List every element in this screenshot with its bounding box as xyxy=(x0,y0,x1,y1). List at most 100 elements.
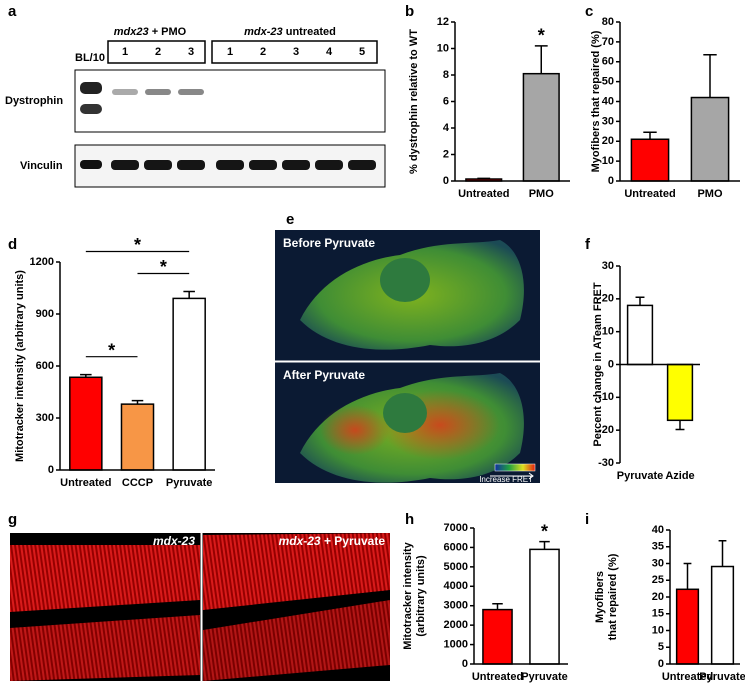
lane-label: 1 xyxy=(227,46,233,58)
bar xyxy=(690,96,730,182)
y-tick-label: 80 xyxy=(602,16,614,28)
y-tick-label: 0 xyxy=(48,464,54,476)
y-tick-label: 10 xyxy=(602,326,614,338)
y-tick-label: 20 xyxy=(652,591,664,603)
y-tick-label: 4 xyxy=(443,122,450,134)
ladder-label: BL/10 xyxy=(75,52,105,64)
band xyxy=(315,160,343,170)
panel-label: d xyxy=(8,236,17,253)
band xyxy=(80,82,102,94)
image-label: Before Pyruvate xyxy=(283,236,375,250)
significance: * xyxy=(541,521,548,541)
scale-label: Increase FRET xyxy=(479,475,533,484)
group-label: mdx23 + PMO xyxy=(114,26,187,38)
y-tick-label: 600 xyxy=(36,360,54,372)
image-label: mdx-23 xyxy=(153,534,195,548)
significance: * xyxy=(108,340,115,360)
y-tick-label: 1000 xyxy=(444,638,468,650)
x-tick-label: Pyruvate xyxy=(521,671,567,683)
fret-images: Before Pyruvate After Pyruvate Increase … xyxy=(275,230,540,484)
band xyxy=(282,160,310,170)
y-axis-label: (arbitrary units) xyxy=(415,555,427,637)
blot-membrane xyxy=(74,69,386,133)
y-tick-label: 3000 xyxy=(444,600,468,612)
x-tick-label: CCCP xyxy=(122,477,153,489)
lane-label: 4 xyxy=(326,46,333,58)
group-label: mdx-23 untreated xyxy=(244,26,336,38)
panel-label: f xyxy=(585,236,591,253)
y-tick-label: 900 xyxy=(36,308,54,320)
error-bar xyxy=(683,562,692,590)
y-tick-label: 8 xyxy=(443,69,449,81)
x-tick-label: PMO xyxy=(529,188,555,200)
band xyxy=(144,160,172,170)
y-tick-label: 40 xyxy=(602,95,614,107)
myofiber xyxy=(203,533,390,610)
band xyxy=(178,89,204,95)
band xyxy=(80,160,102,169)
nucleus xyxy=(380,258,430,302)
error-bar xyxy=(534,45,548,74)
lane-label: 3 xyxy=(188,46,194,58)
y-axis-label: Mitotracker intensity xyxy=(402,541,414,649)
y-axis-label: Myofibers that repaired (%) xyxy=(590,30,602,172)
y-tick-label: 12 xyxy=(437,16,449,28)
bar xyxy=(710,565,735,665)
y-tick-label: 0 xyxy=(608,358,614,370)
y-tick-label: 25 xyxy=(652,574,664,586)
myofiber xyxy=(10,615,200,681)
band xyxy=(80,104,102,114)
y-tick-label: -20 xyxy=(598,424,614,436)
group-box xyxy=(107,40,206,64)
y-tick-label: 10 xyxy=(652,624,664,636)
y-tick-label: 5000 xyxy=(444,561,468,573)
image-label: mdx-23 + Pyruvate xyxy=(279,534,386,548)
arrow xyxy=(490,472,534,480)
band xyxy=(112,89,138,95)
color-scale xyxy=(494,463,536,472)
bar xyxy=(675,588,700,665)
y-tick-label: 35 xyxy=(652,541,664,553)
y-tick-label: -30 xyxy=(598,457,614,469)
y-tick-label: -10 xyxy=(598,391,614,403)
y-axis-label: Mitotracker intensity (arbitrary units) xyxy=(14,270,26,462)
bar xyxy=(522,72,560,182)
y-tick-label: 60 xyxy=(602,56,614,68)
band xyxy=(348,160,376,170)
panel-label: e xyxy=(286,211,294,228)
band xyxy=(177,160,205,170)
y-tick-label: 6000 xyxy=(444,541,468,553)
x-tick-label: PMO xyxy=(697,188,723,200)
western-blot: mdx23 + PMO mdx-23 untreated BL/10 Dystr… xyxy=(5,26,386,188)
error-bar xyxy=(643,131,657,140)
y-tick-label: 300 xyxy=(36,412,54,424)
bar xyxy=(172,297,206,471)
lane-label: 2 xyxy=(155,46,161,58)
panel-label: h xyxy=(405,511,414,528)
bar xyxy=(630,138,670,182)
band xyxy=(145,89,171,95)
x-tick-label: Pyruvate xyxy=(166,477,212,489)
x-tick-label: Untreated xyxy=(662,671,713,683)
myofiber xyxy=(10,545,200,612)
x-tick-label: Untreated xyxy=(624,188,675,200)
y-tick-label: 2 xyxy=(443,148,449,160)
significance: * xyxy=(538,26,545,46)
y-tick-label: 50 xyxy=(602,76,614,88)
y-tick-label: 0 xyxy=(658,658,664,670)
error-bar xyxy=(635,296,645,306)
significance: * xyxy=(160,257,167,277)
error-bar xyxy=(703,54,717,98)
bar xyxy=(482,608,513,665)
y-tick-label: 40 xyxy=(652,524,664,536)
y-axis-label: that repaired (%) xyxy=(607,553,619,640)
y-tick-label: 20 xyxy=(602,293,614,305)
panel-label: g xyxy=(8,511,17,528)
panel-label: b xyxy=(405,3,414,20)
y-tick-label: 10 xyxy=(437,42,449,54)
error-bar xyxy=(675,420,685,431)
lane-label: 3 xyxy=(293,46,299,58)
panel-label: i xyxy=(585,511,589,528)
y-tick-label: 20 xyxy=(602,135,614,147)
bar xyxy=(529,548,560,665)
